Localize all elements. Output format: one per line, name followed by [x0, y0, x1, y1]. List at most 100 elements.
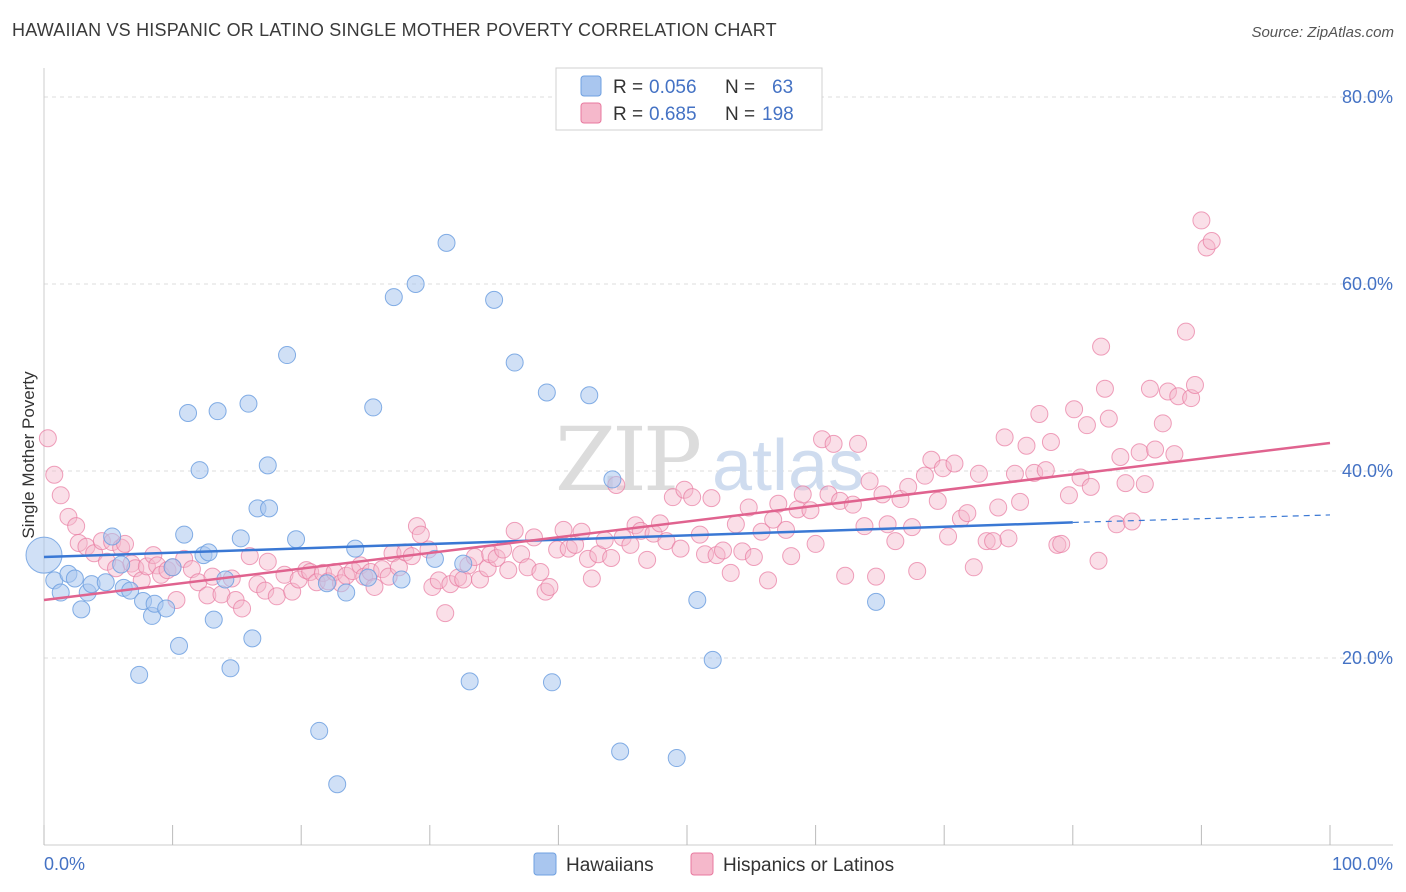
data-point-hispanics	[407, 517, 426, 536]
data-point-hispanics	[908, 562, 927, 581]
data-point-hispanics	[777, 520, 796, 539]
data-point-hispanics	[801, 501, 820, 520]
source-label: Source: ZipAtlas.com	[1251, 24, 1394, 41]
data-point-hispanics	[499, 561, 518, 580]
data-point-hispanics	[984, 532, 1003, 551]
data-point-hawaiians	[130, 665, 149, 684]
data-point-hispanics	[1030, 404, 1049, 423]
data-point-hispanics	[144, 546, 163, 565]
data-point-hispanics	[744, 548, 763, 567]
legend-n-label-1: N =	[725, 104, 755, 125]
data-point-hispanics	[1059, 486, 1078, 505]
data-point-hispanics	[769, 494, 788, 513]
data-point-hispanics	[411, 525, 430, 544]
data-point-hawaiians	[406, 275, 425, 293]
data-point-hispanics	[964, 558, 983, 577]
data-point-hispanics	[867, 567, 886, 586]
data-point-hawaiians	[425, 549, 444, 568]
data-point-hispanics	[999, 529, 1018, 548]
data-point-hispanics	[1202, 231, 1221, 250]
data-point-hispanics	[995, 428, 1014, 447]
data-point-hispanics	[1192, 211, 1211, 230]
data-point-hispanics	[267, 587, 286, 606]
data-point-hispanics	[67, 517, 86, 536]
series-legend: Hawaiians Hispanics or Latinos	[533, 852, 894, 876]
trend-line-hawaiians-extension	[1072, 514, 1331, 524]
data-point-hispanics	[878, 515, 897, 534]
data-point-hawaiians	[204, 610, 223, 629]
data-point-hispanics	[1077, 416, 1096, 435]
data-point-hawaiians	[243, 629, 262, 648]
y-tick-label: 80.0%	[1342, 87, 1393, 107]
legend-r-label-1: R =	[613, 104, 643, 125]
trend-line-hawaiians	[43, 521, 1073, 559]
data-point-hawaiians	[364, 398, 383, 417]
data-point-hispanics	[1011, 492, 1030, 511]
data-point-hawaiians	[157, 599, 176, 618]
data-point-hispanics	[1081, 477, 1100, 496]
data-point-hawaiians	[208, 402, 227, 421]
data-point-hispanics	[714, 541, 733, 560]
data-point-hispanics	[1052, 534, 1071, 553]
data-point-hispanics	[860, 472, 879, 491]
data-point-hawaiians	[25, 536, 63, 574]
data-point-hispanics	[819, 485, 838, 504]
data-point-hispanics	[423, 577, 442, 596]
data-point-hawaiians	[179, 404, 198, 423]
data-point-hawaiians	[310, 721, 329, 740]
data-point-hawaiians	[384, 288, 403, 307]
y-tick-label: 60.0%	[1342, 274, 1393, 294]
legend-swatch-hispanics	[580, 102, 602, 124]
data-point-hawaiians	[392, 570, 411, 589]
data-point-hispanics	[813, 430, 832, 449]
data-point-hawaiians	[454, 554, 473, 573]
data-point-hawaiians	[163, 558, 182, 577]
data-point-hawaiians	[667, 749, 686, 768]
data-point-hispanics	[939, 527, 958, 546]
legend-n-value-0: 63	[772, 77, 793, 98]
data-point-hispanics	[512, 545, 531, 564]
data-point-hispanics	[1158, 382, 1177, 401]
data-point-hispanics	[969, 464, 988, 483]
data-point-hispanics	[915, 466, 934, 485]
data-point-hispanics	[806, 534, 825, 553]
data-point-hawaiians	[337, 583, 356, 602]
data-point-hawaiians	[190, 461, 209, 480]
y-tick-label: 20.0%	[1342, 648, 1393, 668]
data-point-hispanics	[595, 531, 614, 550]
data-point-hawaiians	[175, 525, 194, 544]
data-point-hawaiians	[611, 742, 630, 761]
x-tick-label-min: 0.0%	[44, 854, 85, 874]
trend-line-hispanics	[43, 441, 1331, 602]
data-point-hawaiians	[603, 470, 622, 489]
data-point-hispanics	[836, 566, 855, 585]
legend-n-label-0: N =	[725, 77, 755, 98]
data-point-hawaiians	[867, 592, 886, 611]
data-point-hawaiians	[221, 659, 240, 678]
data-point-hispanics	[602, 548, 621, 567]
data-point-hispanics	[45, 465, 64, 484]
data-point-hispanics	[436, 604, 455, 623]
trend-lines	[43, 441, 1331, 602]
data-point-hispanics	[726, 515, 745, 534]
legend-r-label-0: R =	[613, 77, 643, 98]
legend-n-value-1: 198	[762, 104, 794, 125]
data-point-hawaiians	[239, 394, 258, 413]
data-point-hispanics	[1140, 379, 1159, 398]
data-point-hispanics	[429, 571, 448, 590]
data-point-hispanics	[51, 486, 70, 505]
data-point-hispanics	[137, 557, 156, 576]
data-point-hispanics	[621, 535, 640, 554]
data-point-hispanics	[478, 559, 497, 578]
data-point-hawaiians	[258, 456, 277, 475]
data-point-hispanics	[1025, 463, 1044, 482]
data-point-hawaiians	[317, 574, 336, 593]
bottom-legend-label-hispanics: Hispanics or Latinos	[723, 855, 894, 876]
data-point-hispanics	[675, 480, 694, 499]
data-point-hawaiians	[537, 383, 556, 402]
data-point-hispanics	[1176, 322, 1195, 341]
bottom-legend-swatch-hawaiians	[533, 852, 557, 876]
data-point-hispanics	[855, 517, 874, 536]
data-point-hispanics	[38, 429, 57, 448]
chart-title: HAWAIIAN VS HISPANIC OR LATINO SINGLE MO…	[12, 20, 777, 40]
